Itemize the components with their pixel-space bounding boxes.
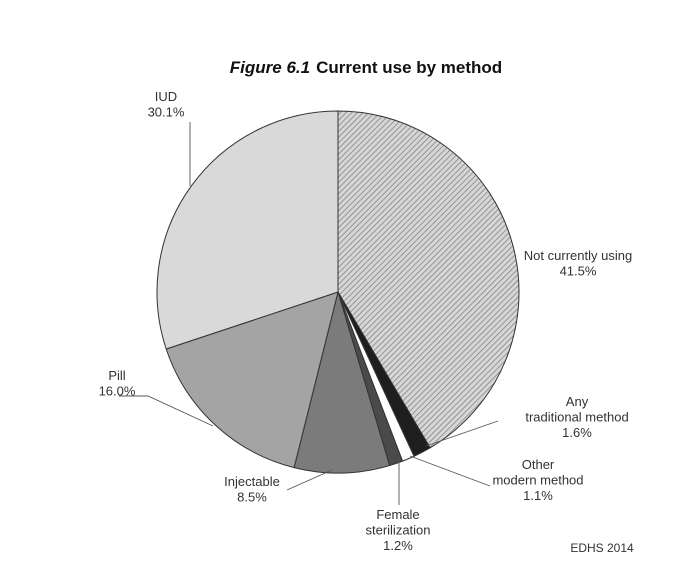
figure-title-text: Current use by method — [316, 58, 502, 77]
slice-label-line: modern method — [492, 473, 583, 488]
slice-label-line: 1.6% — [562, 425, 592, 440]
slice-label-line: 1.2% — [383, 538, 413, 553]
pie-slice-0 — [337, 110, 520, 449]
slice-label-line: 16.0% — [99, 384, 136, 399]
pie-slice-5 — [165, 291, 339, 469]
slice-label-line: IUD — [155, 89, 177, 104]
slice-label-5: Pill 16.0% — [99, 368, 136, 399]
slice-label-line: sterilization — [365, 523, 430, 538]
leader-line-1 — [425, 420, 499, 447]
pie-slice-4 — [293, 290, 391, 474]
leader-line-4 — [286, 469, 333, 491]
slice-label-line: Pill — [108, 368, 125, 383]
slice-label-line: Other — [522, 457, 555, 472]
slice-label-line: traditional method — [525, 410, 628, 425]
slice-label-line: 41.5% — [560, 264, 597, 279]
leader-lines — [119, 122, 499, 505]
pie-slices — [156, 110, 520, 474]
leader-line-2 — [409, 455, 491, 487]
slice-labels: Not currently using 41.5% Any traditional m… — [99, 89, 633, 553]
slice-label-1: Any traditional method 1.6% — [525, 394, 628, 440]
pie-slice-6 — [156, 110, 339, 350]
slice-label-2: Other modern method 1.1% — [492, 457, 583, 503]
slice-label-4: Injectable 8.5% — [224, 474, 280, 505]
chart-title: Figure 6.1 Current use by method — [230, 58, 502, 77]
slice-label-line: Any — [566, 394, 589, 409]
slice-label-line: 8.5% — [237, 490, 267, 505]
slice-label-line: Female — [376, 507, 419, 522]
slice-label-0: Not currently using 41.5% — [524, 248, 632, 279]
leader-line-5 — [119, 395, 214, 427]
source-note: EDHS 2014 — [570, 541, 634, 555]
slice-label-line: 30.1% — [148, 105, 185, 120]
slice-label-line: 1.1% — [523, 488, 553, 503]
slice-label-6: IUD 30.1% — [148, 89, 185, 120]
slice-label-3: Female sterilization 1.2% — [365, 507, 430, 553]
slice-label-line: Injectable — [224, 474, 280, 489]
slice-label-line: Not currently using — [524, 248, 632, 263]
figure-number: Figure 6.1 — [230, 58, 310, 77]
